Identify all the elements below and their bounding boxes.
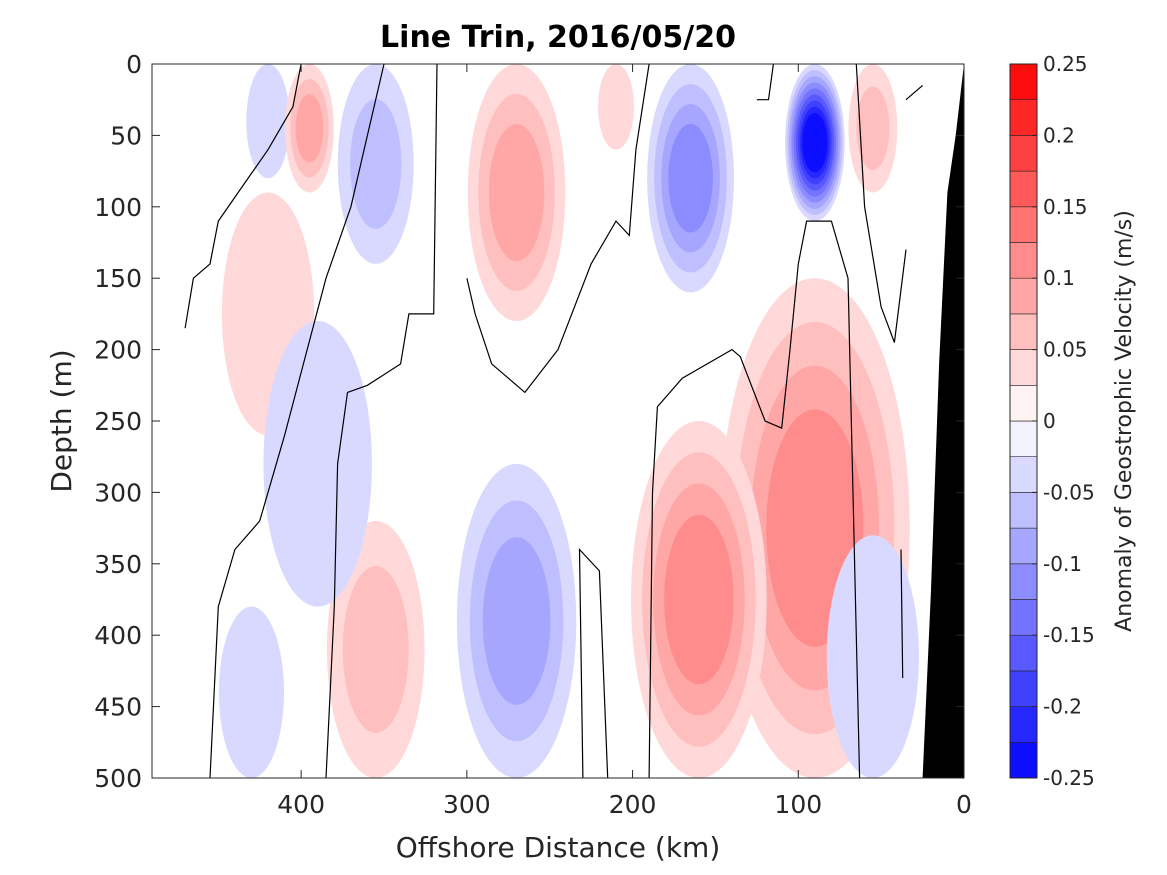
- colorbar-segment: [1009, 63, 1038, 101]
- colorbar-segment: [1009, 706, 1038, 743]
- x-tick-label: 200: [609, 790, 657, 819]
- zero-contour-0: [184, 64, 302, 329]
- bathymetry-shape: [922, 64, 964, 778]
- colorbar-tick-label: 0.25: [1043, 52, 1088, 76]
- field-feature-12: [326, 520, 425, 778]
- field-level: [482, 537, 551, 705]
- field-feature-13: [218, 606, 284, 778]
- field-level: [598, 64, 634, 150]
- y-tick-label: 150: [94, 264, 142, 293]
- zero-contour-1: [209, 64, 385, 778]
- y-tick-label: 100: [94, 193, 142, 222]
- colorbar-segment: [1009, 170, 1038, 208]
- zero-contour-2: [325, 64, 438, 778]
- field-feature-11: [456, 463, 577, 778]
- field-feature-10: [631, 421, 767, 778]
- field-level: [856, 86, 890, 171]
- field-feature-3: [337, 64, 414, 264]
- zero-contour-8: [905, 84, 923, 101]
- field-feature-0: [246, 64, 290, 179]
- colorbar-tick-label: 0.1: [1043, 266, 1075, 290]
- y-tick-label: 250: [94, 407, 142, 436]
- field-level: [350, 98, 402, 229]
- colorbar-segment: [1009, 634, 1038, 672]
- y-axis-label: Depth (m): [45, 349, 78, 492]
- colorbar-segment: [1009, 527, 1038, 565]
- colorbar-segment: [1009, 135, 1038, 172]
- colorbar: -0.25 -0.2 -0.15 -0.1 -0.05 0 0.05 0.1 0.15 0.2 0.…: [1009, 52, 1095, 790]
- y-tick-label: 50: [110, 121, 142, 150]
- colorbar-tick-label: 0.2: [1043, 123, 1075, 147]
- colorbar-tick-label: 0.15: [1043, 195, 1088, 219]
- colorbar-tick-label: -0.2: [1043, 695, 1082, 719]
- field-feature-14: [263, 321, 372, 607]
- field-feature-7: [785, 64, 845, 222]
- colorbar-segment: [1009, 313, 1038, 350]
- y-axis-ticks: 0 50 100 150 200 250 300 350 400 450 500: [94, 50, 964, 793]
- y-tick-label: 350: [94, 550, 142, 579]
- colorbar-segment: [1009, 420, 1038, 458]
- colorbar-segment: [1009, 384, 1038, 422]
- field-level: [488, 123, 545, 262]
- x-tick-label: 300: [443, 790, 491, 819]
- field-level: [263, 321, 372, 607]
- x-tick-label: 0: [956, 790, 972, 819]
- zero-contour-4: [578, 547, 609, 778]
- colorbar-segment: [1009, 277, 1038, 315]
- x-axis-ticks: 400 300 200 100 0: [277, 64, 972, 819]
- y-tick-label: 400: [94, 621, 142, 650]
- colorbar-segment: [1009, 242, 1038, 279]
- bathymetry: [922, 64, 964, 778]
- field-level: [668, 123, 713, 233]
- colorbar-segment: [1009, 99, 1038, 136]
- colorbar-label: Anomaly of Geostrophic Velocity (m/s): [1112, 210, 1137, 632]
- field-level: [295, 93, 324, 163]
- zero-contour-7: [855, 64, 907, 343]
- field-feature-4: [467, 64, 566, 322]
- y-tick-label: 300: [94, 478, 142, 507]
- field-level: [342, 565, 409, 734]
- colorbar-tick-label: -0.05: [1043, 480, 1095, 504]
- field-level: [218, 606, 284, 778]
- field-level: [664, 514, 734, 685]
- field-level: [802, 112, 828, 173]
- zero-contour-6: [756, 64, 774, 101]
- field-feature-6: [647, 64, 734, 293]
- colorbar-segment: [1009, 349, 1038, 386]
- colorbar-segment: [1009, 563, 1038, 600]
- colorbar-tick-label: -0.15: [1043, 623, 1095, 647]
- field-feature-8: [848, 64, 898, 193]
- field-level: [826, 535, 919, 778]
- field-feature-1: [285, 64, 334, 193]
- x-axis-label: Offshore Distance (km): [396, 831, 721, 864]
- field-level: [246, 64, 290, 179]
- field-feature-5: [598, 64, 634, 150]
- colorbar-segment: [1009, 599, 1038, 636]
- y-tick-label: 500: [94, 764, 142, 793]
- colorbar-segment: [1009, 741, 1038, 779]
- zero-contour-lines: [184, 64, 923, 778]
- zero-contour-9: [900, 549, 904, 679]
- colorbar-segment: [1009, 492, 1038, 529]
- colorbar-segment: [1009, 206, 1038, 243]
- colorbar-tick-label: 0.05: [1043, 338, 1088, 362]
- x-tick-label: 400: [277, 790, 325, 819]
- y-tick-label: 200: [94, 336, 142, 365]
- colorbar-tick-label: -0.1: [1043, 552, 1082, 576]
- y-tick-label: 450: [94, 693, 142, 722]
- colorbar-segment: [1009, 670, 1038, 707]
- colorbar-tick-label: -0.25: [1043, 766, 1095, 790]
- zero-contour-5: [466, 64, 650, 394]
- zero-contour-3: [648, 220, 861, 778]
- chart-title: Line Trin, 2016/05/20: [380, 20, 736, 55]
- y-tick-label: 0: [126, 50, 142, 79]
- colorbar-segment: [1009, 456, 1038, 493]
- velocity-field: [218, 64, 919, 778]
- field-feature-15: [826, 535, 919, 778]
- colorbar-tick-label: 0: [1043, 409, 1056, 433]
- x-tick-label: 100: [774, 790, 822, 819]
